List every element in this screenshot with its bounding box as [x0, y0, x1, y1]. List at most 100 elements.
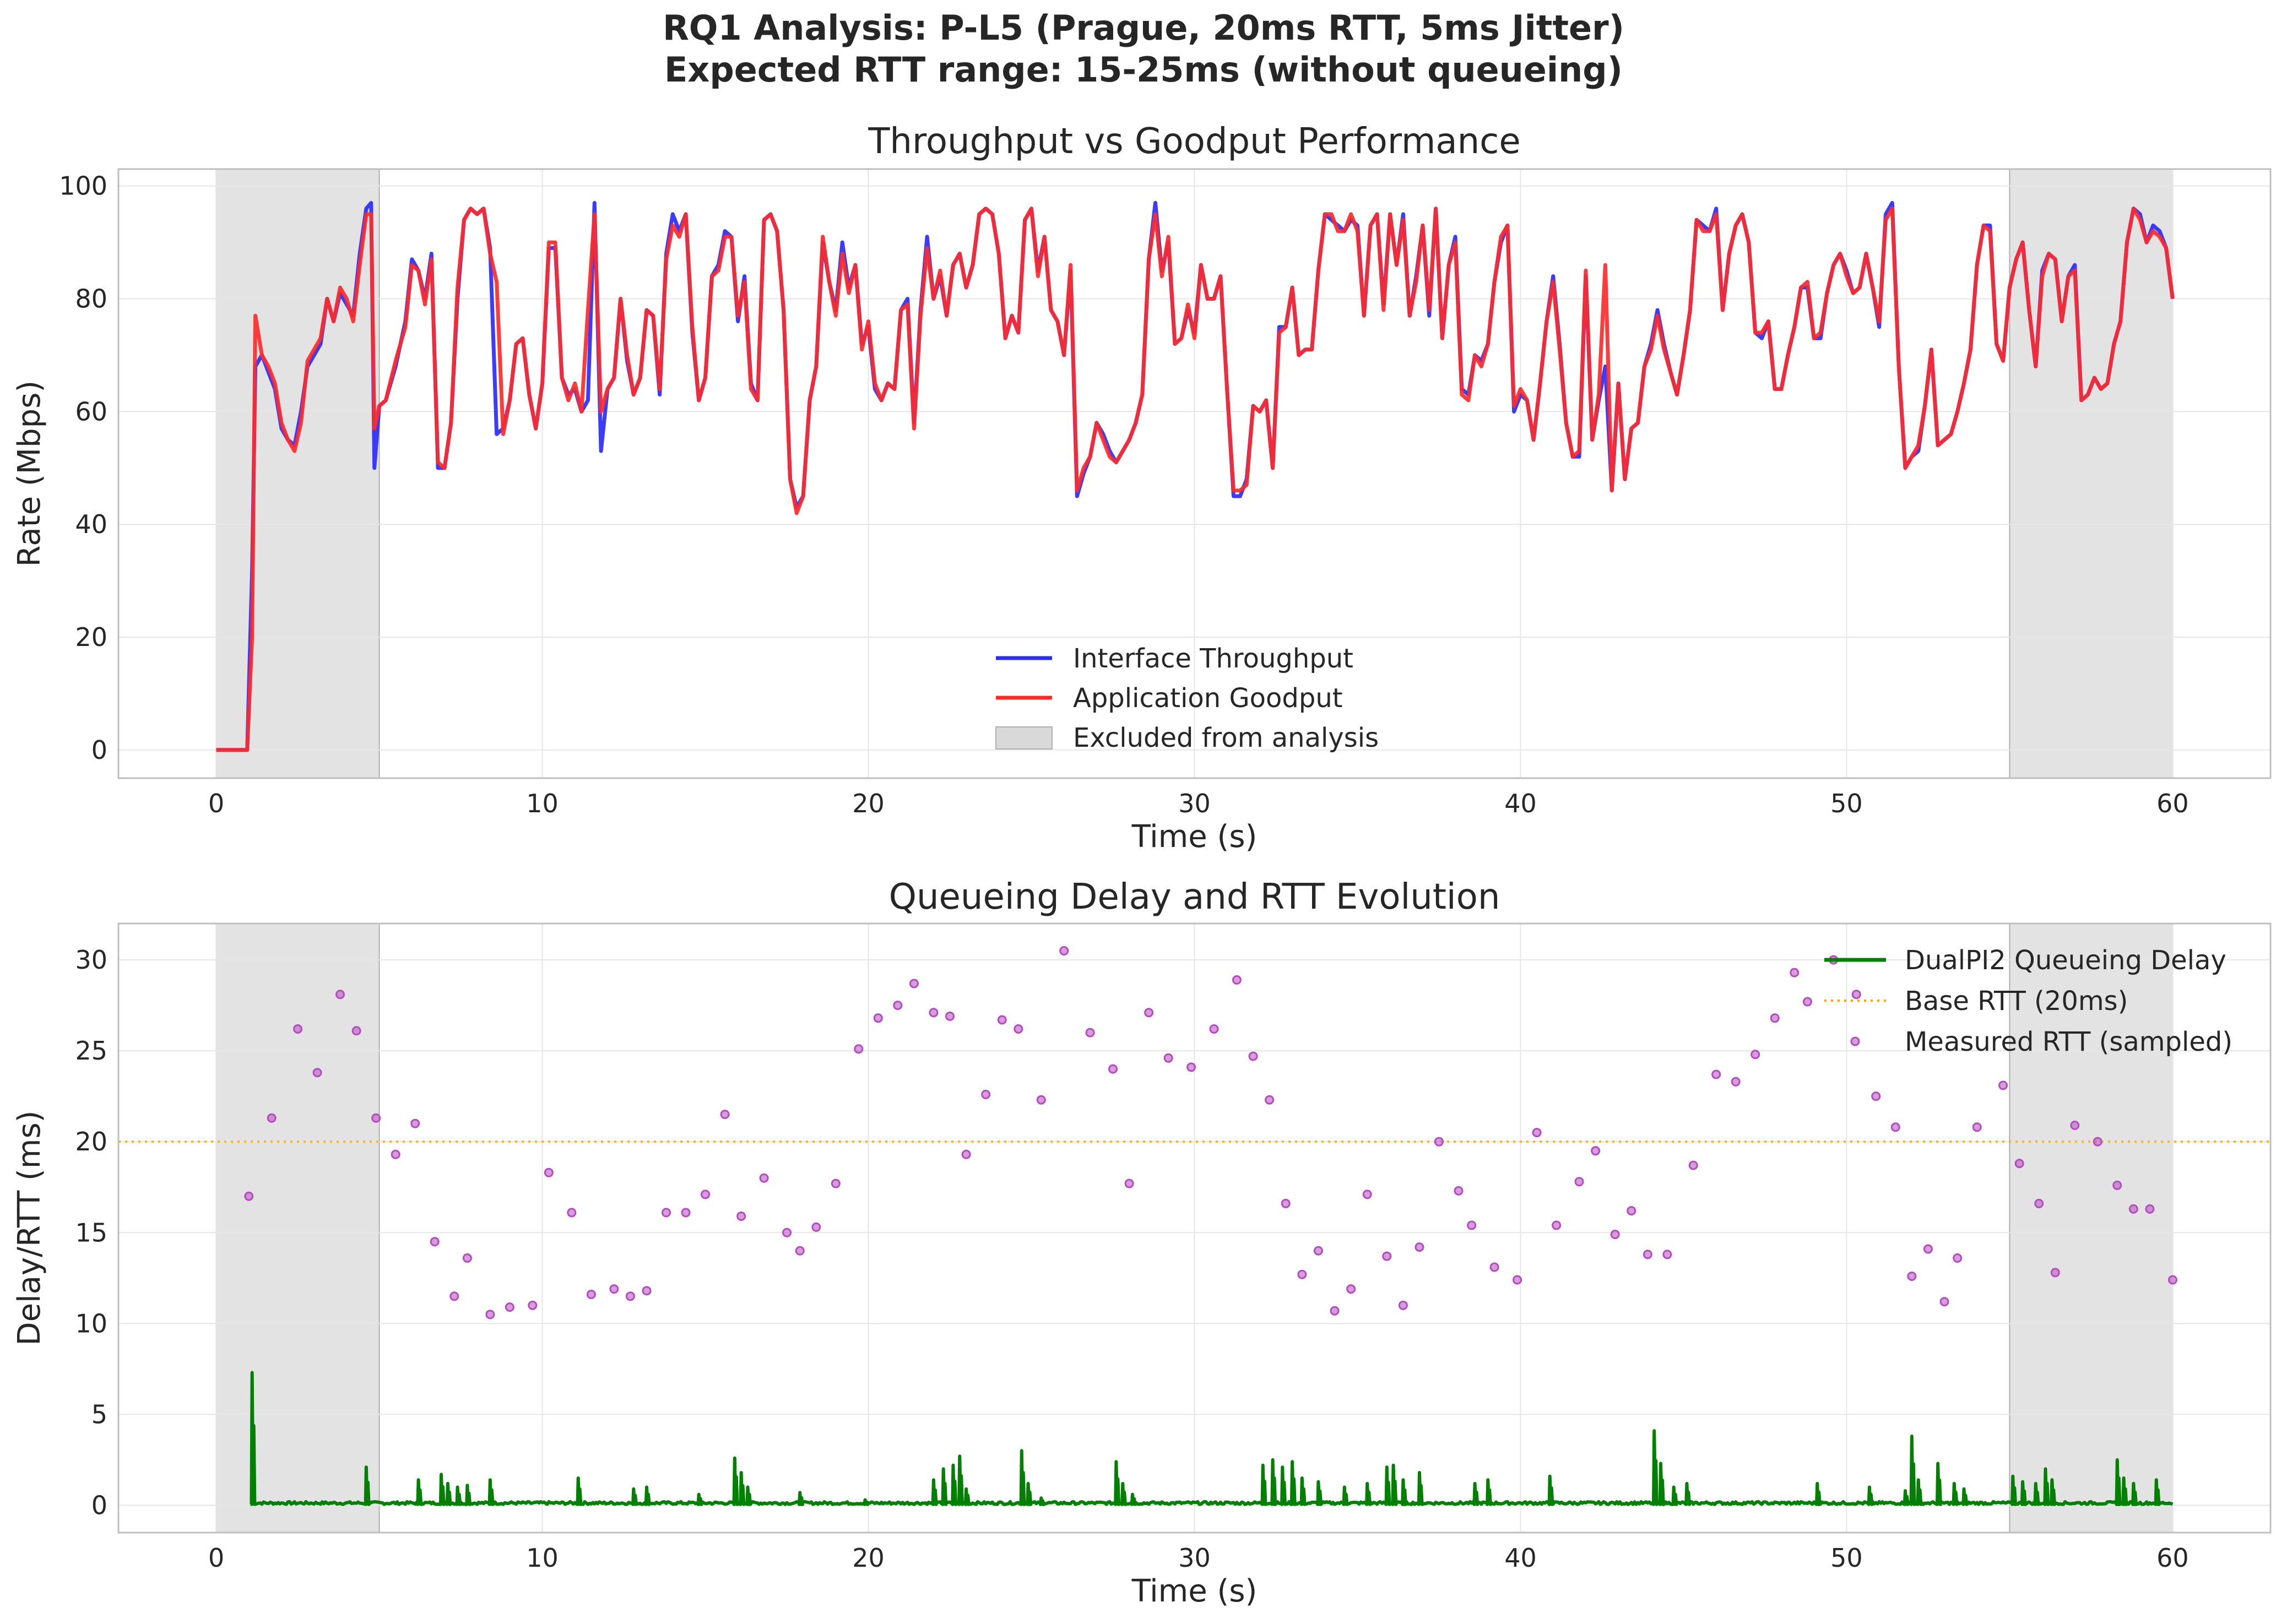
throughput-axes-border [117, 168, 2272, 779]
excluded-region-1 [215, 923, 380, 1533]
measured-rtt-point [293, 1024, 303, 1034]
measured-rtt-point [961, 1149, 971, 1159]
measured-rtt-point [2112, 1180, 2122, 1190]
measured-rtt-point [1014, 1024, 1023, 1034]
measured-rtt-point [1923, 1244, 1933, 1254]
measured-rtt-point [2070, 1120, 2080, 1130]
y-tick-label: 80 [75, 284, 107, 314]
measured-rtt-point [485, 1310, 495, 1319]
measured-rtt-point [831, 1178, 841, 1188]
measured-rtt-point [701, 1190, 711, 1199]
measured-rtt-point [662, 1208, 671, 1218]
x-tick-label: 0 [208, 1543, 224, 1573]
measured-rtt-point [981, 1089, 991, 1099]
measured-rtt-point [1751, 1050, 1760, 1060]
measured-rtt-point [945, 1011, 955, 1021]
goodput-line [216, 207, 2175, 752]
measured-rtt-point [1124, 1178, 1134, 1188]
figure-suptitle-line1: RQ1 Analysis: P-L5 (Prague, 20ms RTT, 5m… [663, 8, 1624, 48]
x-tick-label: 20 [852, 1543, 885, 1573]
measured-rtt-point [449, 1291, 459, 1301]
measured-rtt-point [795, 1246, 805, 1256]
x-tick-label: 30 [1178, 789, 1211, 818]
legend-swatch-excluded [995, 726, 1053, 749]
measured-rtt-point [893, 1001, 903, 1011]
measured-rtt-point [782, 1227, 792, 1237]
measured-rtt-point [2167, 1275, 2177, 1285]
measured-rtt-point [759, 1173, 769, 1183]
y-tick-label: 10 [75, 1308, 107, 1338]
measured-rtt-point [1382, 1251, 1392, 1261]
measured-rtt-point [1790, 968, 1800, 977]
measured-rtt-point [1871, 1091, 1881, 1101]
queueing-gridlines [118, 924, 2270, 1533]
measured-rtt-point [1144, 1008, 1154, 1018]
x-tick-label: 30 [1178, 1543, 1211, 1573]
measured-rtt-point [609, 1284, 619, 1294]
measured-rtt-point [1265, 1095, 1275, 1105]
measured-rtt-point [2034, 1198, 2044, 1208]
y-tick-label: 20 [75, 622, 107, 652]
queueing-panel: 0 10 20 30 40 50 60 0 5 10 15 20 25 30 Queueing Delay… [12, 877, 2272, 1609]
measured-rtt-point [854, 1044, 864, 1054]
measured-rtt-point [1398, 1300, 1408, 1310]
measured-rtt-point [1036, 1095, 1046, 1105]
measured-rtt-point [505, 1302, 514, 1312]
measured-rtt-point [625, 1291, 635, 1301]
measured-rtt-point [1851, 990, 1861, 1000]
measured-rtt-point [1998, 1080, 2008, 1090]
x-tick-label: 60 [2156, 1543, 2189, 1573]
measured-rtt-point [586, 1290, 596, 1300]
throughput-x-axis-label: Time (s) [1131, 819, 1258, 855]
legend-label-queue-delay: DualPI2 Queueing Delay [1905, 945, 2226, 976]
measured-rtt-point [642, 1286, 652, 1296]
measured-rtt-point [1711, 1069, 1721, 1079]
legend-label-base-rtt: Base RTT (20ms) [1905, 986, 2128, 1017]
measured-rtt-point [1281, 1198, 1291, 1208]
measured-rtt-point [1890, 1122, 1900, 1132]
x-tick-label: 50 [1830, 1543, 1863, 1573]
x-tick-label: 50 [1830, 789, 1863, 818]
measured-rtt-point [2093, 1137, 2102, 1147]
measured-rtt-point [681, 1208, 691, 1218]
measured-rtt-point [1513, 1275, 1522, 1285]
throughput-legend: Interface Throughput Application Goodput… [995, 643, 1379, 753]
measured-rtt-point [351, 1026, 361, 1036]
throughput-chart-title: Throughput vs Goodput Performance [868, 121, 1520, 162]
measured-rtt-point [1688, 1160, 1698, 1170]
measured-rtt-point [1297, 1269, 1307, 1279]
measured-rtt-point [1972, 1122, 1982, 1132]
measured-rtt-point [1662, 1250, 1672, 1259]
measured-rtt-point [1346, 1284, 1356, 1294]
measured-rtt-point [1108, 1064, 1118, 1074]
measured-rtt-point [267, 1113, 277, 1123]
measured-rtt-point [1454, 1186, 1464, 1196]
x-tick-label: 40 [1504, 789, 1537, 818]
throughput-excluded-regions [215, 169, 2174, 779]
y-tick-label: 100 [59, 171, 107, 201]
queueing-axes-border [117, 922, 2272, 1534]
legend-label-excluded: Excluded from analysis [1073, 723, 1379, 753]
measured-rtt-point [528, 1300, 538, 1310]
measured-rtt-point [391, 1149, 400, 1159]
legend-label-throughput: Interface Throughput [1073, 643, 1353, 674]
measured-rtt-point [873, 1013, 883, 1023]
queueing-y-axis-label: Delay/RTT (ms) [12, 1111, 47, 1346]
measured-rtt-point [1627, 1206, 1636, 1216]
legend-label-goodput: Application Goodput [1073, 683, 1343, 714]
legend-label-measured-rtt: Measured RTT (sampled) [1905, 1026, 2232, 1057]
measured-rtt-point [2050, 1268, 2060, 1278]
measured-rtt-point [335, 990, 345, 1000]
y-tick-label: 60 [75, 397, 107, 426]
figure-suptitle-line2: Expected RTT range: 15-25ms (without que… [664, 50, 1623, 90]
excluded-region-2 [2009, 169, 2174, 779]
measured-rtt-point [1467, 1220, 1477, 1230]
measured-rtt-point [1163, 1053, 1173, 1063]
measured-rtt-point [1610, 1230, 1620, 1240]
queueing-delay-line [250, 1371, 2174, 1506]
excluded-region-1 [215, 169, 380, 779]
throughput-gridlines [118, 169, 2270, 778]
measured-rtt-point [929, 1008, 939, 1018]
measured-rtt-point [1362, 1190, 1372, 1199]
